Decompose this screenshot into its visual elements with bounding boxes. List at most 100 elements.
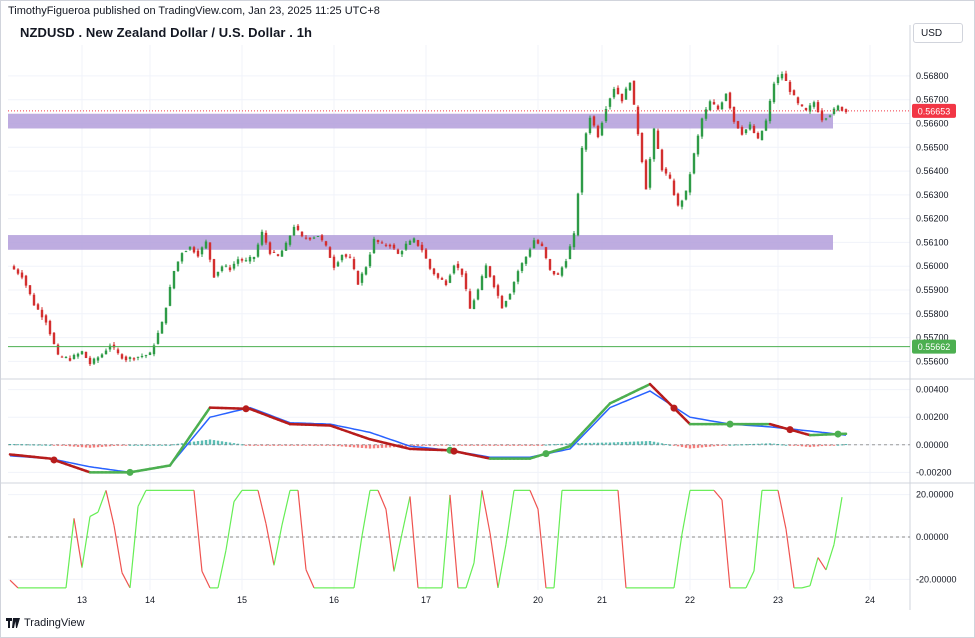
- macd-histogram-bar: [612, 442, 616, 445]
- candle-body: [176, 261, 180, 271]
- oscillator-segment: [449, 494, 459, 588]
- macd-histogram-bar: [840, 444, 844, 446]
- candle-body: [188, 246, 192, 250]
- macd-histogram-bar: [320, 444, 324, 446]
- candle-body: [184, 251, 188, 253]
- oscillator-segment: [297, 490, 307, 570]
- candle-body: [204, 241, 208, 249]
- candle-body: [476, 289, 480, 300]
- candle-body: [100, 354, 104, 358]
- oscillator-segment: [401, 496, 411, 534]
- candle-body: [588, 117, 592, 134]
- candle-body: [656, 130, 660, 149]
- oscillator-segment: [385, 509, 395, 572]
- candle-body: [168, 286, 172, 306]
- macd-cross-dot: [726, 420, 734, 428]
- candle-body: [452, 265, 456, 274]
- macd-histogram-bar: [156, 444, 160, 446]
- currency-button[interactable]: USD: [913, 23, 963, 43]
- macd-histogram-bar: [720, 444, 724, 446]
- price-tick-label: 0.56300: [916, 190, 949, 200]
- macd-histogram-bar: [384, 444, 388, 448]
- macd-histogram-bar: [412, 444, 416, 447]
- time-tick-label: 15: [237, 595, 247, 605]
- macd-histogram-bar: [216, 440, 220, 445]
- macd-histogram-bar: [348, 444, 352, 448]
- price-tick-label: 0.55900: [916, 285, 949, 295]
- candle-body: [680, 200, 684, 207]
- macd-histogram-bar: [588, 442, 592, 445]
- time-tick-label: 14: [145, 595, 155, 605]
- candle-body: [748, 124, 752, 130]
- macd-histogram-bar: [656, 442, 660, 445]
- price-tick-label: 0.56100: [916, 237, 949, 247]
- macd-histogram-bar: [772, 443, 776, 445]
- macd-histogram-bar: [228, 442, 232, 445]
- macd-histogram-bar: [416, 444, 420, 446]
- oscillator-segment: [121, 572, 131, 589]
- candle-body: [840, 106, 844, 111]
- oscillator-tick-label: 20.00000: [916, 490, 954, 500]
- candle-body: [12, 266, 16, 270]
- candle-body: [148, 352, 152, 356]
- candle-body: [300, 231, 304, 237]
- macd-histogram-bar: [160, 444, 164, 446]
- macd-histogram-bar: [740, 444, 744, 446]
- candle-body: [392, 244, 396, 249]
- candle-body: [828, 115, 832, 117]
- tradingview-logo-icon: [6, 618, 20, 628]
- macd-histogram-bar: [760, 443, 764, 445]
- macd-histogram-bar: [124, 444, 128, 446]
- price-tick-label: 0.55700: [916, 333, 949, 343]
- macd-cross-dot: [670, 404, 678, 412]
- candle-body: [572, 233, 576, 248]
- oscillator-segment: [361, 490, 371, 537]
- candle-body: [536, 240, 540, 244]
- macd-histogram-bar: [508, 444, 512, 446]
- macd-histogram-bar: [792, 444, 796, 446]
- macd-histogram-bar: [248, 444, 252, 446]
- macd-histogram-bar: [144, 444, 148, 446]
- macd-histogram-bar: [180, 443, 184, 445]
- candle-body: [444, 280, 448, 285]
- candle-body: [396, 249, 400, 254]
- candle-body: [460, 268, 464, 275]
- macd-histogram-bar: [24, 444, 28, 446]
- macd-histogram-bar: [192, 441, 196, 445]
- candle-body: [792, 90, 796, 96]
- candle-body: [668, 174, 672, 179]
- symbol-title[interactable]: NZDUSD . New Zealand Dollar / U.S. Dolla…: [20, 25, 313, 40]
- macd-histogram-bar: [544, 444, 548, 446]
- macd-histogram-bar: [284, 444, 288, 446]
- oscillator-segment: [497, 544, 507, 588]
- candle-body: [512, 282, 516, 293]
- candle-body: [648, 158, 652, 188]
- macd-histogram-bar: [600, 442, 604, 445]
- macd-histogram-bar: [464, 444, 468, 446]
- candle-body: [756, 133, 760, 139]
- candle-body: [312, 237, 316, 239]
- candle-body: [48, 320, 52, 335]
- candle-body: [664, 168, 668, 174]
- macd-histogram-bar: [756, 443, 760, 445]
- tradingview-brand[interactable]: TradingView: [6, 617, 85, 629]
- candle-body: [428, 259, 432, 269]
- candle-body: [760, 130, 764, 141]
- candle-body: [400, 251, 404, 255]
- macd-histogram-bar: [220, 441, 224, 445]
- macd-histogram-bar: [832, 444, 836, 446]
- price-tick-label: 0.55600: [916, 356, 949, 366]
- candle-body: [296, 225, 300, 230]
- candle-body: [284, 242, 288, 251]
- candle-body: [720, 102, 724, 110]
- macd-histogram-bar: [628, 441, 632, 445]
- macd-histogram-bar: [528, 444, 532, 446]
- macd-histogram-bar: [68, 444, 72, 447]
- candle-body: [484, 265, 488, 279]
- candle-body: [316, 236, 320, 238]
- candle-body: [104, 350, 108, 355]
- macd-histogram-bar: [356, 444, 360, 448]
- macd-histogram-bar: [788, 444, 792, 446]
- oscillator-segment: [113, 525, 123, 573]
